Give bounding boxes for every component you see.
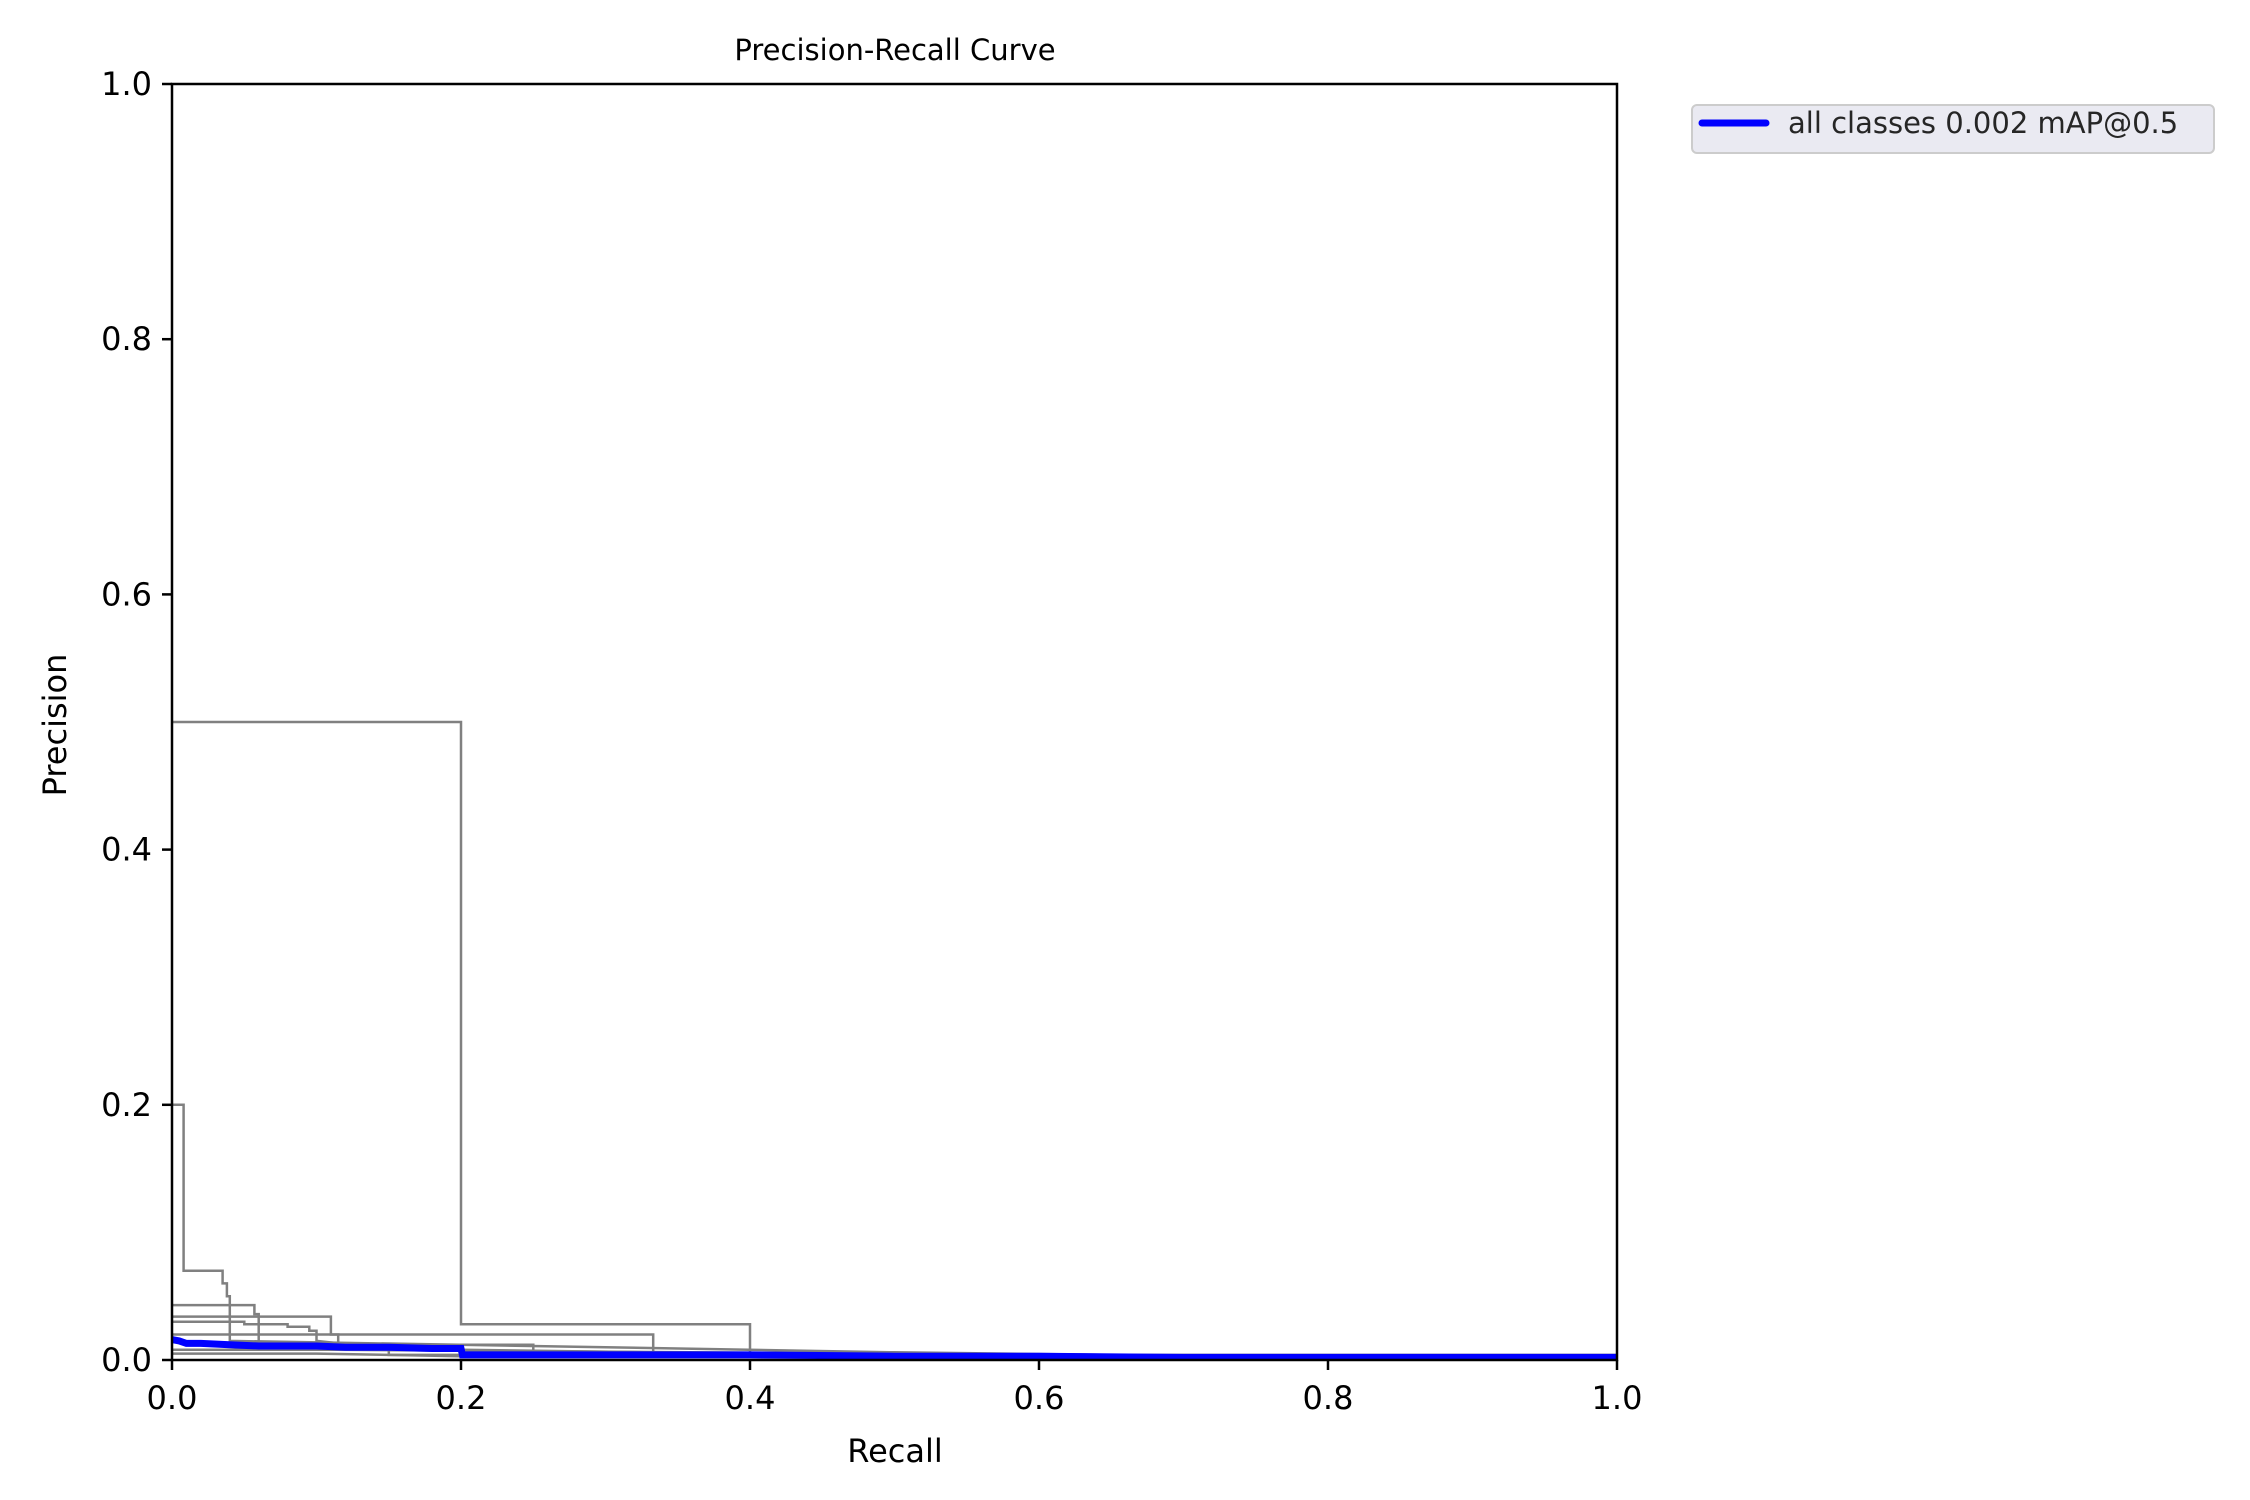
y-tick-label: 0.8 (101, 320, 152, 358)
y-tick-label: 0.2 (101, 1086, 152, 1124)
y-tick-label: 1.0 (101, 65, 152, 103)
axes-frame (170, 82, 1619, 1362)
x-tick-label: 0.0 (147, 1379, 198, 1417)
y-tick-label: 0.6 (101, 575, 152, 613)
x-tick-label: 0.2 (436, 1379, 487, 1417)
x-tick-label: 0.6 (1014, 1379, 1065, 1417)
series-line-all-classes (171, 1336, 1617, 1361)
x-axis-label: Recall (847, 1432, 942, 1470)
chart-title: Precision-Recall Curve (734, 33, 1055, 67)
y-tick-label: 0.4 (101, 831, 152, 869)
x-tick-label: 0.8 (1303, 1379, 1354, 1417)
legend: all classes 0.002 mAP@0.5 (1691, 104, 2215, 154)
x-tick-label: 1.0 (1592, 1379, 1643, 1417)
y-axis-label: Precision (36, 654, 74, 797)
legend-box (1691, 104, 2215, 154)
y-tick-label: 0.0 (101, 1341, 152, 1379)
axes: 0.0 0.2 0.4 0.6 0.8 1.0 0.0 0.2 0.4 0.6 0.8 1.0 (101, 65, 1642, 1417)
x-tick-label: 0.4 (725, 1379, 776, 1417)
series-line-class-2 (172, 1103, 1618, 1360)
plot-area (171, 720, 1618, 1361)
legend-label-all-classes: all classes 0.002 mAP@0.5 (1788, 106, 2178, 140)
